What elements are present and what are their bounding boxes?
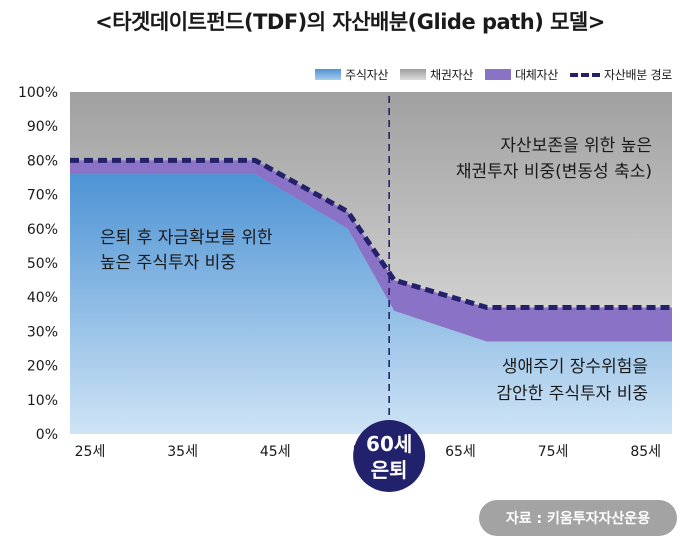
- y-tick-label: 10%: [27, 393, 58, 409]
- y-tick-label: 50%: [27, 256, 58, 272]
- legend-swatch-stock: [315, 69, 342, 80]
- x-tick-label: 85세: [630, 444, 661, 460]
- legend-label-stock: 주식자산: [345, 68, 389, 82]
- legend-swatch-bond: [400, 69, 427, 80]
- y-tick-label: 90%: [27, 119, 58, 135]
- x-tick-label: 65세: [445, 444, 476, 460]
- legend-label-path: 자산배분 경로: [604, 68, 672, 82]
- retirement-label: 은퇴: [371, 458, 408, 482]
- annotation-young-line2: 높은 주식투자 비중: [100, 253, 236, 273]
- x-tick-label: 25세: [75, 444, 106, 460]
- y-tick-label: 60%: [27, 222, 58, 238]
- y-tick-label: 70%: [27, 188, 58, 204]
- legend-item-stock: 주식자산: [315, 66, 388, 83]
- legend: 주식자산 채권자산 대체자산 자산배분 경로: [303, 66, 672, 83]
- legend-item-alt: 대체자산: [485, 66, 558, 83]
- y-tick-label: 80%: [27, 153, 58, 169]
- source-badge: 자료 : 키움투자자산운용: [479, 500, 677, 536]
- legend-swatch-path: [570, 72, 601, 77]
- glide-path-line: [70, 157, 672, 310]
- retirement-age-label: 60세: [366, 432, 412, 456]
- annotation-young-line1: 은퇴 후 자금확보를 위한: [100, 228, 273, 248]
- y-tick-label: 20%: [27, 359, 58, 375]
- chart-title: <타겟데이트펀드(TDF)의 자산배분(Glide path) 모델>: [95, 10, 605, 34]
- legend-label-bond: 채권자산: [430, 68, 474, 82]
- x-tick-label: 45세: [260, 444, 291, 460]
- legend-label-alt: 대체자산: [515, 68, 559, 82]
- annotation-longevity-line2: 감안한 주식투자 비중: [496, 384, 648, 404]
- legend-swatch-alt: [485, 69, 512, 80]
- y-tick-label: 0%: [36, 427, 58, 443]
- alt-area: [70, 160, 672, 342]
- retirement-badge-circle: [353, 420, 426, 492]
- legend-item-bond: 채권자산: [400, 66, 473, 83]
- y-tick-label: 30%: [27, 324, 58, 340]
- y-tick-label: 100%: [18, 85, 58, 101]
- x-tick-label: 35세: [167, 444, 198, 460]
- legend-item-path: 자산배분 경로: [570, 66, 672, 83]
- stock-area: [70, 174, 672, 434]
- annotation-bond-line1: 자산보존을 위한 높은: [500, 136, 652, 156]
- annotation-bond-line2: 채권투자 비중(변동성 축소): [456, 162, 652, 182]
- x-tick-label: 75세: [538, 444, 569, 460]
- annotation-longevity-line1: 생애주기 장수위험을: [502, 357, 648, 377]
- y-tick-label: 40%: [27, 290, 58, 306]
